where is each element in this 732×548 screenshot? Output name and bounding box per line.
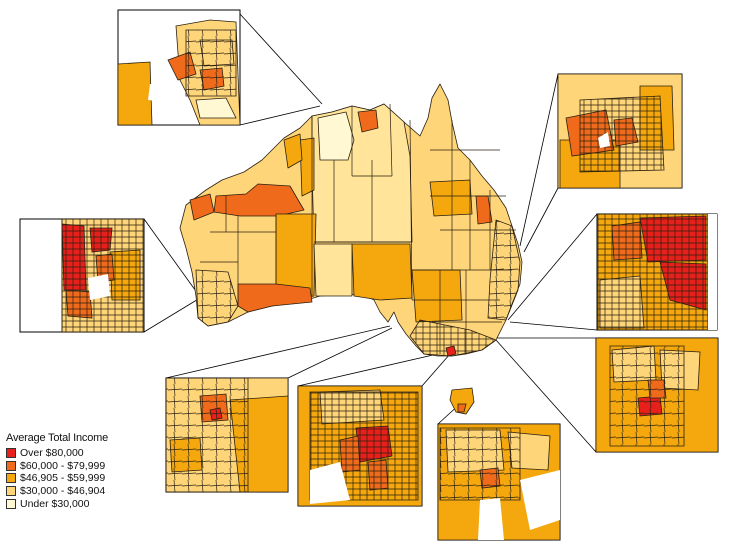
region-goldfields (237, 283, 313, 313)
se-dense-districts (409, 319, 497, 357)
legend-item-over-80000: Over $80,000 (4, 447, 184, 460)
region-nt-north-pale (317, 111, 355, 161)
sw-wa-districts (195, 269, 239, 327)
legend-item-30000-46904: $30,000 - $46,904 (4, 485, 184, 498)
legend-swatch (6, 448, 16, 459)
map-legend: Average Total Income Over $80,000 $60,00… (4, 432, 184, 510)
legend-item-under-30000: Under $30,000 (4, 497, 184, 510)
region-wa-east (299, 137, 315, 197)
inset-brisbane (557, 73, 683, 189)
legend-swatch (6, 498, 16, 509)
legend-swatch (6, 460, 16, 471)
region-sa-pale (313, 243, 353, 297)
region-qld-inland (429, 179, 473, 217)
inset-leader-lines (143, 13, 598, 453)
melbourne-core (445, 345, 457, 357)
region-wa-kimberley-east (283, 133, 303, 169)
legend-label: $60,000 - $79,999 (20, 459, 106, 472)
inset-sydney (596, 213, 718, 331)
legend-title: Average Total Income (6, 432, 108, 444)
legend-swatch (6, 486, 16, 497)
east-coast-districts (487, 219, 521, 321)
legend-label: $30,000 - $46,904 (20, 485, 106, 498)
tasmania-land (449, 387, 475, 415)
australia-mainland (179, 83, 523, 357)
legend-label: Under $30,000 (20, 497, 90, 510)
inset-hobart (437, 423, 561, 541)
tasmania (449, 387, 475, 415)
legend-label: $46,905 - $59,999 (20, 472, 106, 485)
legend-swatch (6, 473, 16, 484)
legend-item-46905-59999: $46,905 - $59,999 (4, 472, 184, 485)
legend-item-60000-79999: $60,000 - $79,999 (4, 460, 184, 473)
region-sa-north (351, 243, 413, 301)
inset-perth (19, 218, 145, 333)
tasmania-south (457, 403, 467, 413)
inset-adelaide (165, 377, 289, 493)
inset-melbourne (297, 385, 423, 507)
inset-canberra (595, 337, 719, 453)
region-nsw-west (411, 269, 463, 323)
legend-label: Over $80,000 (20, 447, 84, 460)
boundary-lines (200, 103, 516, 354)
region-darwin-accent (357, 109, 379, 133)
region-pilbara (213, 183, 305, 217)
region-wa-north-coast (189, 193, 215, 221)
inset-darwin (117, 9, 241, 126)
